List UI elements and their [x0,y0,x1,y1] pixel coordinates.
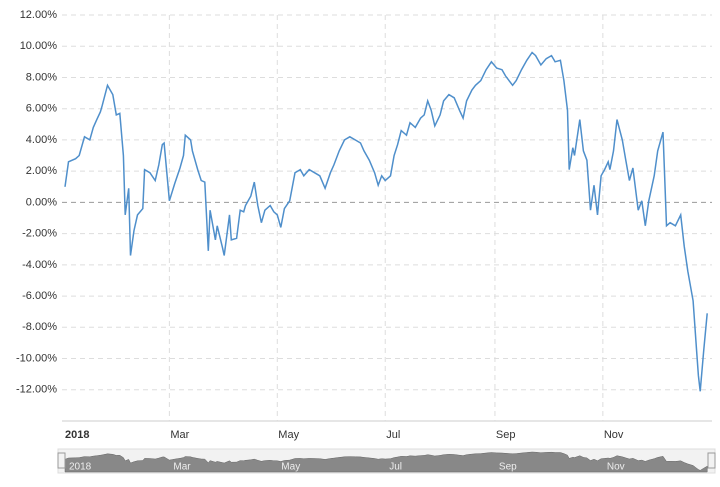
y-tick-label: -2.00% [22,228,57,240]
x-tick-label: May [278,429,299,441]
y-tick-label: -6.00% [22,290,57,302]
y-tick-label: 0.00% [26,196,57,208]
navigator-label: May [281,462,300,473]
navigator-label: 2018 [69,462,92,473]
y-tick-label: -12.00% [16,384,57,396]
x-tick-label: Jul [386,429,400,441]
y-tick-label: 6.00% [26,103,57,115]
data-line [64,51,708,392]
navigator-label: Mar [173,462,191,473]
navigator-label: Jul [389,462,402,473]
y-tick-label: 2.00% [26,165,57,177]
y-tick-label: 12.00% [20,9,58,21]
y-tick-label: -8.00% [22,321,57,333]
navigator-series [64,451,708,473]
y-tick-label: 10.00% [20,40,58,52]
navigator-handle[interactable] [57,452,66,469]
x-tick-label: 2018 [65,429,89,441]
y-tick-label: 4.00% [26,134,57,146]
x-tick-label: Nov [604,429,624,441]
x-tick-label: Mar [170,429,189,441]
y-tick-label: -4.00% [22,259,57,271]
y-tick-label: 8.00% [26,71,57,83]
y-tick-label: -10.00% [16,352,57,364]
plot-area [62,15,712,421]
navigator-label: Sep [499,462,517,473]
navigator-handle[interactable] [707,452,716,469]
x-tick-label: Sep [496,429,516,441]
navigator-label: Nov [607,462,625,473]
